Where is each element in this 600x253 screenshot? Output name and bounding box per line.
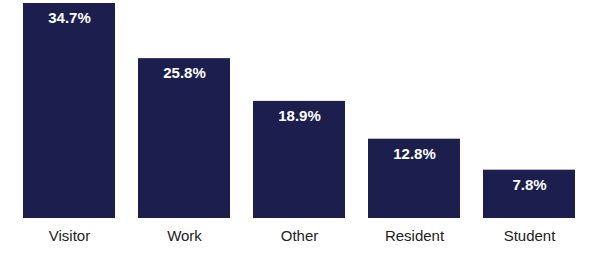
svg-text:Student: Student	[504, 227, 557, 244]
svg-text:7.8%: 7.8%	[512, 176, 546, 193]
svg-text:Visitor: Visitor	[49, 227, 90, 244]
svg-text:Other: Other	[281, 227, 319, 244]
svg-text:12.8%: 12.8%	[393, 145, 436, 162]
svg-text:25.8%: 25.8%	[163, 64, 206, 81]
svg-text:34.7%: 34.7%	[48, 9, 91, 26]
svg-text:Resident: Resident	[385, 227, 445, 244]
svg-text:Work: Work	[167, 227, 202, 244]
svg-text:18.9%: 18.9%	[278, 107, 321, 124]
